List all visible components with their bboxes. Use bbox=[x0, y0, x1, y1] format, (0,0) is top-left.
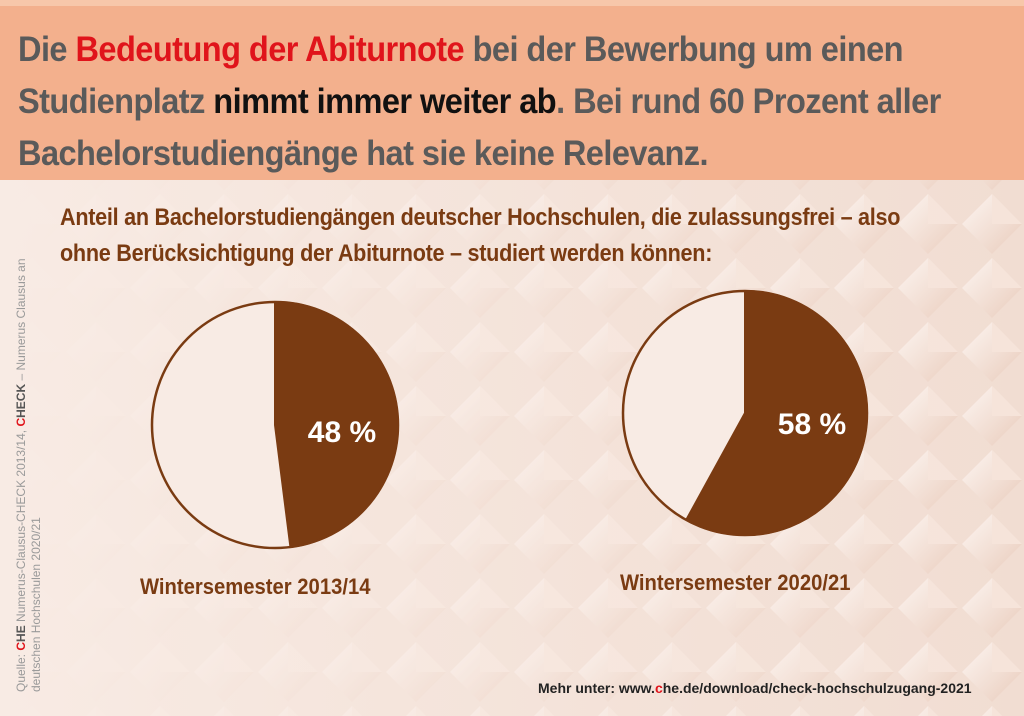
pie-chart-2020: 58 % bbox=[621, 289, 869, 537]
chart-subtitle: Anteil an Bachelorstudiengängen deutsche… bbox=[60, 204, 901, 267]
pie-value-label: 48 % bbox=[308, 416, 376, 449]
header-top-stripe bbox=[0, 0, 1024, 6]
pie-label-2020: Wintersemester 2020/21 bbox=[620, 570, 851, 595]
pie-slice-value bbox=[684, 289, 868, 536]
source-prefix: Quelle: bbox=[14, 650, 28, 692]
source-che-c: C bbox=[14, 641, 28, 651]
source-line1-end: – Numerus Clausus an bbox=[14, 258, 28, 384]
headline-part1: Die bbox=[18, 30, 76, 69]
source-che-he: HE bbox=[14, 625, 28, 642]
source-line1-rest: Numerus-Clausus-CHECK 2013/14, bbox=[14, 426, 28, 626]
pie-slice-value bbox=[274, 300, 399, 549]
source-note: Quelle: CHE Numerus-Clausus-CHECK 2013/1… bbox=[14, 258, 44, 692]
headline-part3: . Bei rund 60 Prozent aller Bachelorstud… bbox=[18, 82, 941, 173]
source-check-c: C bbox=[14, 417, 28, 427]
headline-highlight-red: Bedeutung der Abiturnote bbox=[75, 30, 465, 69]
pie-chart-2013: 48 % bbox=[150, 300, 400, 550]
source-line2: deutschen Hochschulen 2020/21 bbox=[29, 517, 43, 692]
headline-highlight-black: nimmt immer weiter ab bbox=[213, 82, 557, 121]
footer-link[interactable]: Mehr unter: www.che.de/download/check-ho… bbox=[538, 680, 972, 696]
source-check-heck: HECK bbox=[14, 383, 28, 418]
footer-prefix: Mehr unter: www. bbox=[538, 680, 655, 696]
header-banner: Die Bedeutung der Abiturnote bei der Bew… bbox=[0, 0, 1024, 180]
source-line1: Quelle: CHE Numerus-Clausus-CHECK 2013/1… bbox=[14, 258, 29, 692]
footer-c-red: c bbox=[654, 680, 663, 696]
pie-value-label: 58 % bbox=[778, 408, 846, 441]
headline-part2: bei der Bewerbung um einen Studienplatz bbox=[18, 30, 904, 121]
footer-suffix: he.de/download/check-hochschulzugang-202… bbox=[662, 680, 972, 696]
headline: Die Bedeutung der Abiturnote bei der Bew… bbox=[18, 24, 948, 180]
pie-label-2013: Wintersemester 2013/14 bbox=[140, 574, 371, 599]
